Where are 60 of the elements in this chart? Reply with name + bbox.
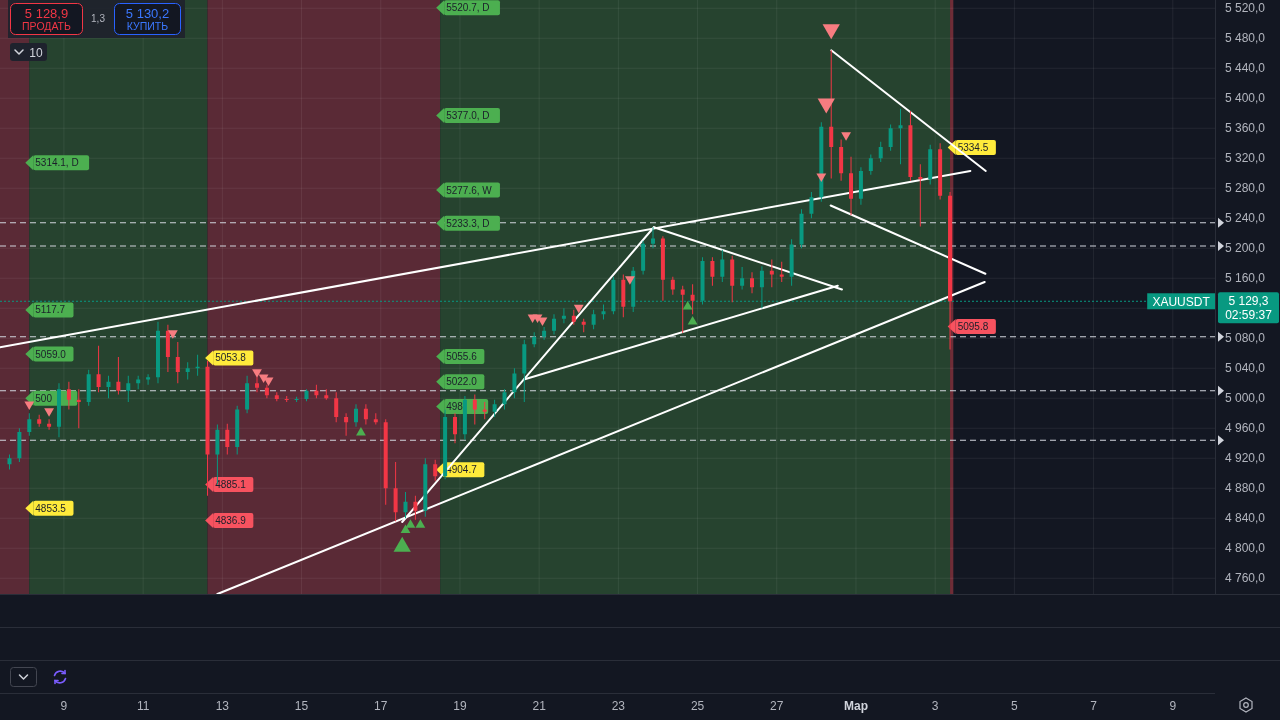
x-tick-label: 25: [690, 699, 705, 713]
data-label: 5095.8: [957, 320, 989, 332]
y-tick-label: 5 360,0: [1225, 121, 1266, 136]
y-tick-label: 4 880,0: [1225, 481, 1266, 496]
annotation: 5 130,2: [125, 6, 170, 21]
data-label: 5520.7, D: [446, 2, 490, 14]
data-label: 5059.0: [35, 348, 67, 360]
x-tick-label: 17: [374, 699, 388, 713]
annotation: КУПИТЬ: [126, 20, 169, 32]
x-tick-label: 5: [1011, 699, 1019, 713]
data-label: 5377.0, D: [446, 110, 490, 121]
y-tick-label: 5 240,0: [1225, 211, 1266, 226]
text: 5 129,3: [1228, 294, 1269, 309]
data-label: 4836.9: [215, 515, 247, 527]
annotation: 10: [29, 45, 43, 60]
y-tick-label: 5 000,0: [1225, 391, 1266, 406]
annotation: 1,3: [91, 13, 106, 24]
data-label: 5022.0: [446, 376, 478, 388]
x-tick-label: 23: [611, 699, 626, 713]
x-tick-label: 11: [136, 699, 150, 713]
annotation: 498: [446, 401, 464, 412]
x-tick-label: 19: [453, 699, 467, 713]
y-tick-label: 5 160,0: [1225, 271, 1266, 286]
data-label: 5055.6: [446, 351, 478, 363]
y-tick-label: 5 400,0: [1225, 91, 1266, 106]
x-tick-label: 9: [1169, 699, 1177, 713]
y-tick-label: 4 760,0: [1225, 571, 1266, 586]
annotation: 500: [35, 392, 53, 404]
x-tick-label: 13: [215, 699, 230, 713]
data-label: 5233.3, D: [446, 217, 490, 229]
x-tick-label: 3: [931, 699, 939, 713]
y-tick-label: 5 200,0: [1225, 241, 1266, 256]
y-tick-label: 5 320,0: [1225, 151, 1266, 166]
y-tick-label: 5 280,0: [1225, 181, 1266, 196]
ref-line-label: XAUUSDT: [1152, 294, 1211, 309]
annotation: 5 128,9: [24, 6, 69, 21]
y-tick-label: 4 920,0: [1225, 451, 1266, 466]
y-tick-label: 5 440,0: [1225, 61, 1266, 76]
x-tick-label: Мар: [843, 699, 869, 713]
x-tick-label: 9: [60, 699, 68, 713]
x-tick-label: 21: [532, 699, 547, 713]
annotation: ПРОДАТЬ: [22, 20, 72, 32]
data-label: 5277.6, W: [446, 184, 493, 196]
y-tick-label: 5 520,0: [1225, 1, 1266, 16]
y-tick-label: 4 960,0: [1225, 421, 1266, 436]
data-label: 5117.7: [35, 304, 66, 316]
x-tick-label: 7: [1090, 699, 1098, 713]
y-tick-label: 5 480,0: [1225, 31, 1266, 46]
data-label: 5334.5: [957, 141, 989, 153]
data-label: 5314.1, D: [35, 157, 79, 169]
x-tick-label: 15: [294, 699, 309, 713]
text: 02:59:37: [1225, 307, 1273, 322]
y-tick-label: 5 040,0: [1225, 361, 1266, 376]
data-label: 4885.1: [215, 478, 247, 490]
y-tick-label: 4 840,0: [1225, 511, 1266, 526]
data-label: 4853.5: [35, 502, 67, 514]
x-tick-label: 27: [770, 699, 784, 713]
y-tick-label: 4 800,0: [1225, 541, 1266, 556]
data-label: 5053.8: [215, 352, 247, 364]
y-tick-label: 5 080,0: [1225, 331, 1266, 346]
